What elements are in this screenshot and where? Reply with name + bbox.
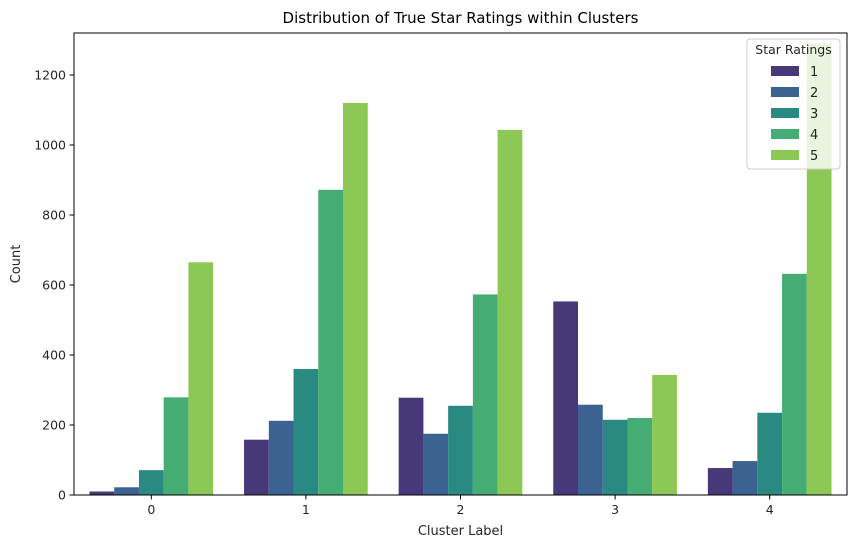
legend-label-5: 5 [810,149,818,164]
x-tick-label: 3 [611,502,619,517]
y-tick-label: 600 [42,278,66,293]
legend: Star Ratings 1 2 3 4 5 [746,38,841,170]
bar-cluster-2-rating-4 [472,294,498,495]
bar-cluster-2-rating-3 [448,405,473,495]
y-axis-label: Count [9,245,24,284]
legend-label-1: 1 [810,65,818,80]
bar-cluster-3-rating-3 [602,419,628,495]
bar-cluster-0-rating-3 [138,470,164,495]
axis-ticks: 0 200 400 600 800 1000 1200 0 1 2 3 4 [34,68,774,518]
y-tick-label: 200 [42,418,66,433]
bars-layer [89,43,832,496]
x-tick-label: 1 [302,502,310,517]
x-axis-label: Cluster Label [418,524,503,539]
legend-swatch-2 [771,87,799,97]
bar-cluster-0-rating-5 [188,262,214,495]
legend-swatch-5 [771,150,799,160]
legend-label-4: 4 [810,128,818,143]
bar-cluster-4-rating-3 [757,412,783,495]
legend-swatch-4 [771,129,799,139]
bar-cluster-1-rating-4 [318,189,344,496]
x-tick-label: 0 [147,502,155,517]
legend-swatch-1 [771,66,799,76]
y-tick-label: 800 [42,208,66,223]
x-tick-label: 4 [766,502,774,517]
bar-cluster-0-rating-1 [89,491,115,495]
chart-title: Distribution of True Star Ratings within… [283,9,639,27]
bar-cluster-4-rating-2 [732,461,758,495]
bar-cluster-2-rating-2 [423,433,449,495]
bar-cluster-3-rating-2 [578,404,603,495]
bar-cluster-3-rating-1 [553,301,578,495]
bar-cluster-3-rating-5 [652,374,677,495]
bar-cluster-0-rating-4 [163,397,189,495]
bar-cluster-2-rating-1 [398,397,424,495]
legend-title: Star Ratings [755,42,831,57]
bar-cluster-4-rating-1 [707,468,733,495]
bar-cluster-1-rating-5 [343,103,368,495]
legend-box [746,38,841,170]
bar-cluster-3-rating-4 [627,418,653,495]
bar-cluster-4-rating-4 [782,273,807,495]
y-tick-label: 1000 [34,138,66,153]
y-tick-label: 0 [58,488,66,503]
legend-swatch-3 [771,108,799,118]
legend-label-3: 3 [810,107,818,122]
y-tick-label: 400 [42,348,66,363]
bar-cluster-1-rating-2 [268,420,294,495]
legend-label-2: 2 [810,86,818,101]
y-tick-label: 1200 [34,68,66,83]
bar-cluster-1-rating-1 [244,439,269,495]
bar-cluster-1-rating-3 [293,369,319,495]
x-tick-label: 2 [457,502,465,517]
bar-cluster-2-rating-5 [497,129,523,495]
bar-cluster-0-rating-2 [114,487,139,495]
